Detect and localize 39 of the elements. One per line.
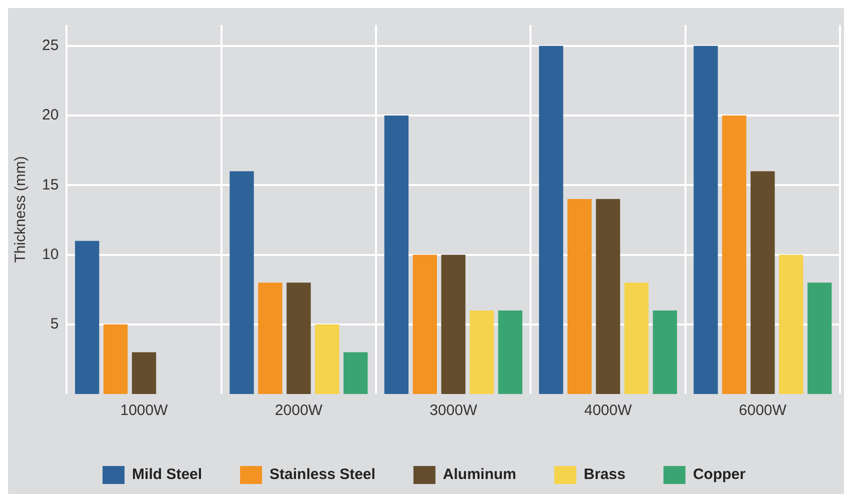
bar [779,254,804,394]
bar [103,324,128,394]
x-tick-label: 4000W [584,402,633,420]
y-tick-label: 25 [42,37,59,54]
bar [538,46,564,394]
legend-label: Stainless Steel [270,466,376,484]
bar [384,116,409,394]
bar [807,282,832,394]
bar [498,310,522,394]
legend-label: Copper [692,466,746,484]
x-tick-label: 6000W [738,402,788,420]
bar [652,310,678,394]
bar [567,199,592,394]
y-tick-label: 10 [42,246,59,263]
x-tick-label: 1000W [120,402,169,420]
bar [230,171,254,394]
x-tick-label: 3000W [430,402,478,420]
bar [470,310,494,394]
bar [722,116,746,394]
bar [412,254,437,394]
bar [694,46,718,394]
bar [344,352,368,394]
y-axis-title: Thickness (mm) [12,156,30,263]
bar [624,282,649,394]
bar [750,171,775,394]
legend-label: Brass [584,466,626,484]
bar [75,240,100,394]
bar [286,282,311,394]
bar [132,352,156,394]
legend-label: Aluminum [442,466,516,484]
bar [315,324,340,394]
y-tick-label: 20 [42,106,59,124]
bar [441,254,466,394]
bar [596,199,620,394]
legend-label: Mild Steel [132,466,202,484]
x-tick-label: 2000W [274,402,324,420]
y-tick-label: 5 [50,316,59,333]
bar [258,282,282,394]
y-tick-label: 15 [42,176,59,194]
